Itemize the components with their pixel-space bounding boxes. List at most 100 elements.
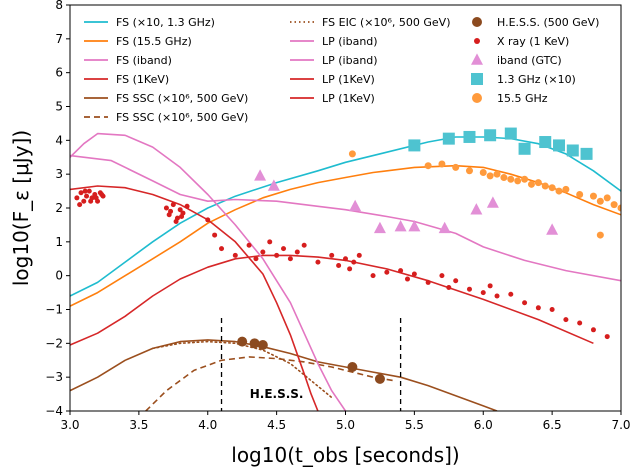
data-point-2 (78, 190, 84, 196)
legend-label: LP (1KeV) (322, 92, 375, 105)
data-point-1 (347, 362, 358, 373)
data-point-5 (424, 162, 432, 170)
data-point-2 (487, 283, 493, 289)
legend-item: 1.3 GHz (×10) (471, 73, 576, 86)
series-line-9 (70, 185, 319, 411)
legend-item: 15.5 GHz (472, 92, 548, 105)
data-point-2 (274, 252, 280, 258)
data-point-2 (370, 273, 376, 279)
legend-label: FS (×10, 1.3 GHz) (116, 16, 215, 29)
data-point-5 (576, 190, 584, 198)
legend-label: 1.3 GHz (×10) (497, 73, 576, 86)
data-point-3 (254, 169, 267, 181)
scatter-layer (74, 127, 621, 384)
data-point-2 (93, 195, 99, 201)
data-point-5 (548, 184, 556, 192)
data-point-5 (555, 187, 563, 195)
data-point-2 (74, 195, 80, 201)
legend-swatch (472, 17, 482, 27)
data-point-2 (287, 256, 293, 262)
data-point-2 (212, 232, 218, 238)
legend-item: LP (1KeV) (290, 73, 375, 86)
legend-item: LP (iband) (290, 35, 378, 48)
y-tick-label: 1 (55, 235, 63, 249)
data-point-3 (408, 220, 421, 232)
legend-swatch (472, 93, 482, 103)
data-point-5 (479, 168, 487, 176)
data-point-1 (249, 338, 260, 349)
data-point-5 (493, 170, 501, 178)
legend-swatch (474, 38, 480, 44)
data-point-4 (484, 129, 497, 142)
y-axis-label: log10(F_ε [μJy]) (9, 130, 33, 286)
data-point-5 (562, 185, 570, 193)
series-line-8 (70, 132, 347, 411)
data-point-2 (480, 290, 486, 296)
data-point-2 (398, 268, 404, 274)
data-point-2 (81, 198, 87, 204)
data-point-5 (596, 231, 604, 239)
data-point-2 (563, 317, 569, 323)
data-point-4 (504, 127, 517, 140)
data-point-2 (439, 273, 445, 279)
legend-label: X ray (1 KeV) (497, 35, 569, 48)
data-point-2 (351, 259, 357, 265)
data-point-2 (347, 266, 353, 272)
legend-item: LP (iband) (290, 54, 378, 67)
x-tick-label: 3.5 (129, 418, 148, 432)
axes: 3.0 3.5 4.0 4.5 5.0 5.5 6.0 6.5 7.0 −4 −3 −2 −1 0 1 2 3 4… (45, 0, 630, 432)
series-layer (70, 132, 621, 411)
data-point-2 (549, 307, 555, 312)
data-point-2 (260, 249, 266, 255)
data-point-2 (384, 269, 390, 275)
y-tick-label: 0 (55, 269, 63, 283)
data-point-5 (596, 197, 604, 205)
data-point-2 (168, 208, 174, 214)
data-point-4 (442, 132, 455, 145)
data-point-3 (546, 223, 559, 235)
series-line-6 (145, 356, 394, 411)
y-tick-label: 4 (55, 133, 63, 147)
data-point-2 (205, 217, 211, 223)
data-point-3 (394, 220, 407, 232)
data-point-3 (373, 221, 386, 234)
x-tick-label: 7.0 (611, 418, 630, 432)
data-point-2 (232, 252, 238, 258)
data-point-2 (522, 300, 528, 306)
y-tick-label: 8 (55, 0, 63, 12)
data-point-2 (577, 320, 583, 326)
data-point-5 (452, 163, 460, 171)
legend-label: FS SSC (×10⁶, 500 GeV) (116, 92, 248, 105)
data-point-2 (329, 252, 335, 258)
hess-annotation: H.E.S.S. (250, 387, 304, 401)
legend-label: FS (iband) (116, 54, 172, 67)
data-point-5 (521, 175, 529, 183)
legend-label: FS SSC (×10⁶, 500 GeV) (116, 111, 248, 124)
data-point-2 (315, 259, 321, 265)
y-tick-label: −4 (45, 404, 63, 418)
legend-item: iband (GTC) (471, 53, 562, 67)
data-point-5 (507, 175, 515, 183)
data-point-2 (86, 188, 92, 194)
data-point-2 (77, 202, 83, 208)
data-point-4 (539, 136, 552, 149)
data-point-5 (514, 177, 522, 185)
data-point-2 (466, 286, 472, 292)
series-line-2 (70, 164, 621, 307)
legend-label: 15.5 GHz (497, 92, 548, 105)
data-point-5 (500, 174, 508, 182)
data-point-5 (348, 150, 356, 158)
hess-window-lines (220, 317, 402, 411)
x-tick-label: 4.5 (267, 418, 286, 432)
x-tick-label: 5.0 (336, 418, 355, 432)
data-point-2 (535, 305, 541, 311)
data-point-2 (356, 252, 362, 258)
data-point-2 (590, 327, 596, 333)
data-point-2 (425, 279, 431, 285)
data-point-2 (404, 276, 410, 282)
data-point-5 (617, 204, 621, 212)
data-point-2 (99, 191, 105, 197)
data-point-1 (374, 373, 385, 384)
data-point-2 (267, 239, 273, 245)
